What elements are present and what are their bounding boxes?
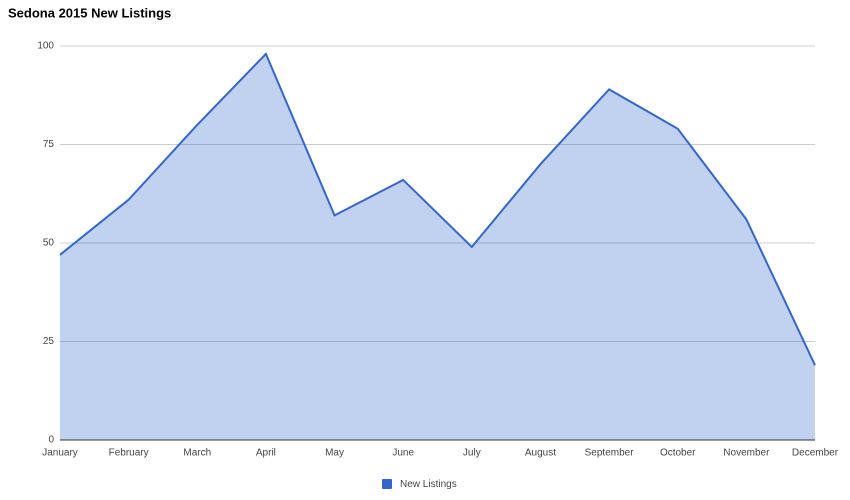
legend-swatch <box>382 479 392 489</box>
area-fill <box>60 53 815 440</box>
y-tick-label: 50 <box>43 238 55 249</box>
x-tick-label: September <box>585 448 635 459</box>
x-tick-label: October <box>660 448 696 459</box>
y-tick-label: 0 <box>48 435 54 446</box>
y-tick-label: 25 <box>43 336 55 347</box>
x-tick-label: December <box>792 448 839 459</box>
x-tick-label: April <box>256 448 276 459</box>
x-tick-label: June <box>392 448 414 459</box>
x-tick-label: March <box>183 448 211 459</box>
y-tick-label: 100 <box>37 41 54 52</box>
chart-title: Sedona 2015 New Listings <box>8 5 171 20</box>
x-tick-label: July <box>463 448 481 459</box>
x-tick-label: August <box>525 448 556 459</box>
y-tick-label: 75 <box>43 139 55 150</box>
x-tick-label: February <box>109 448 149 459</box>
legend-label: New Listings <box>400 479 457 490</box>
x-tick-label: November <box>723 448 770 459</box>
area-line <box>59 52 816 366</box>
x-tick-label: May <box>325 448 344 459</box>
x-tick-label: January <box>42 448 78 459</box>
